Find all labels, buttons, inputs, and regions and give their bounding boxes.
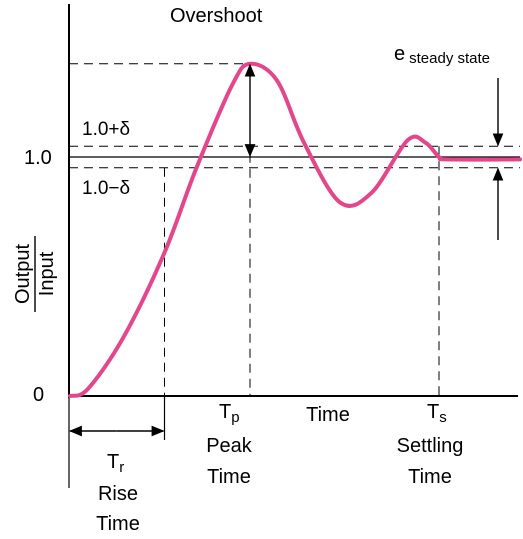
overshoot-label: Overshoot	[170, 5, 263, 27]
peak-time-label-1: Peak	[206, 435, 253, 457]
steady-state-label: e steady state	[394, 43, 490, 67]
settling-time-label-1: Settling	[397, 435, 464, 457]
rise-time-symbol: Tr	[107, 451, 124, 476]
rise-time-label-2: Time	[96, 513, 140, 535]
settling-time-symbol: Ts	[427, 401, 447, 426]
peak-time-label-2: Time	[207, 466, 251, 488]
settling-time-label-2: Time	[408, 466, 452, 488]
y-axis-label: Output Input	[12, 236, 58, 312]
x-axis-label: Time	[306, 404, 350, 426]
y-tick-one: 1.0	[24, 147, 52, 169]
peak-time-symbol: Tp	[219, 401, 240, 426]
y-label-numerator: Output	[12, 244, 34, 304]
upper-band-label: 1.0+δ	[82, 119, 130, 140]
response-curve	[68, 61, 522, 398]
y-tick-zero: 0	[33, 384, 44, 406]
y-label-denominator: Input	[36, 251, 58, 296]
rise-time-label-1: Rise	[98, 483, 138, 505]
lower-band-label: 1.0−δ	[82, 178, 130, 199]
